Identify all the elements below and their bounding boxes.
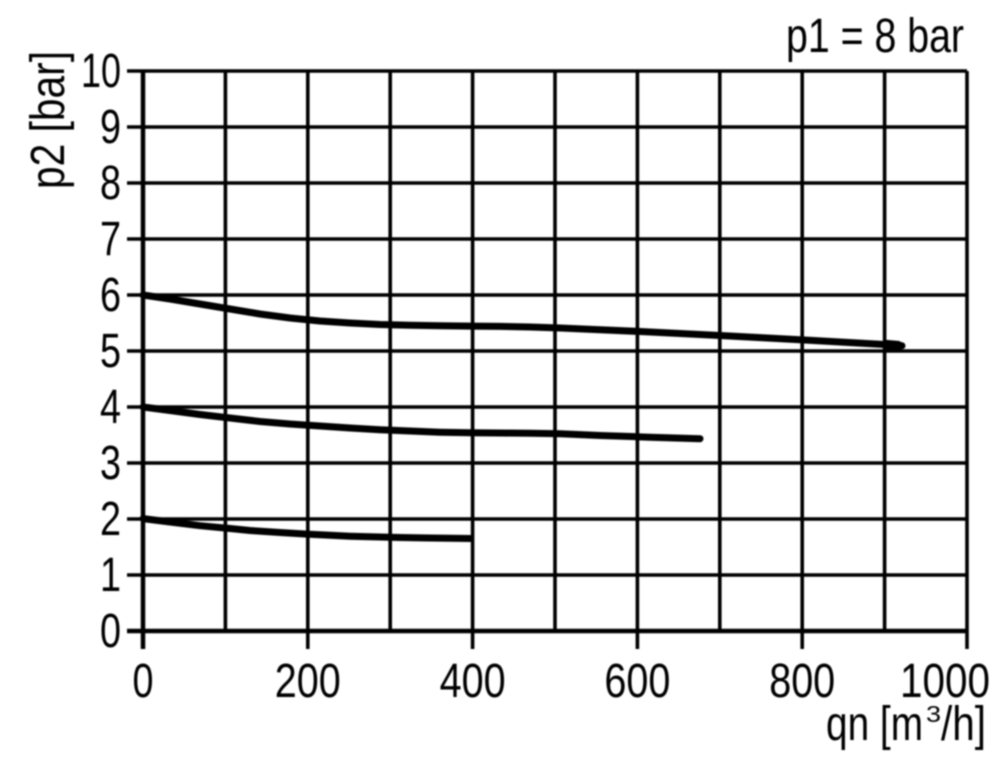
svg-text:3: 3 — [100, 437, 121, 490]
svg-text:qn [m: qn [m — [826, 698, 923, 751]
svg-text:0: 0 — [133, 655, 154, 708]
svg-text:p1 = 8 bar: p1 = 8 bar — [786, 10, 964, 63]
svg-text:/h]: /h] — [941, 698, 986, 751]
svg-text:800: 800 — [769, 655, 835, 708]
svg-text:p2 [bar]: p2 [bar] — [22, 51, 75, 189]
svg-text:3: 3 — [926, 701, 941, 727]
svg-text:1000: 1000 — [900, 655, 990, 708]
svg-text:2: 2 — [100, 493, 121, 546]
svg-text:7: 7 — [100, 213, 121, 266]
svg-text:10: 10 — [81, 45, 121, 98]
svg-text:6: 6 — [100, 269, 121, 322]
svg-text:600: 600 — [604, 655, 670, 708]
svg-text:9: 9 — [100, 101, 121, 154]
svg-text:400: 400 — [440, 655, 506, 708]
svg-text:8: 8 — [100, 157, 121, 210]
svg-text:4: 4 — [100, 381, 121, 434]
svg-text:200: 200 — [275, 655, 341, 708]
svg-text:1: 1 — [100, 549, 121, 602]
svg-text:5: 5 — [100, 325, 121, 378]
svg-text:0: 0 — [100, 605, 121, 658]
